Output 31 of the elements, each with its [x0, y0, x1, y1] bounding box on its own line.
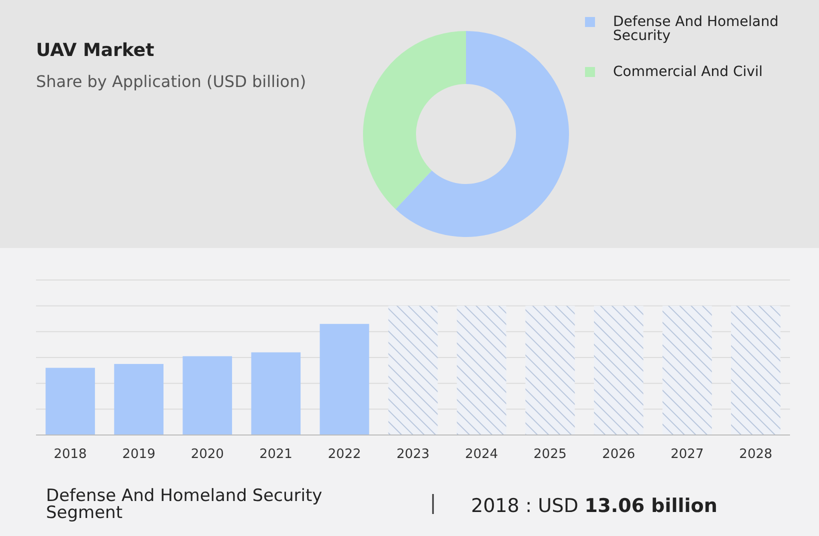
bar	[525, 306, 575, 435]
legend-label: Defense And Homeland Security	[613, 14, 779, 44]
text: 2018 : USD	[471, 495, 578, 517]
x-tick-label: 2027	[670, 447, 704, 462]
bar	[251, 352, 301, 435]
x-tick-label: 2021	[259, 447, 292, 462]
donut-slice	[395, 31, 569, 237]
text: Defense And Homeland Security Segment	[46, 486, 322, 523]
donut-slice	[363, 31, 466, 210]
x-tick-label: 2026	[602, 447, 636, 462]
x-tick-label: 2028	[739, 447, 772, 462]
x-tick-label: 2025	[534, 447, 567, 462]
bar	[456, 306, 506, 435]
text: 13.06 billion	[584, 495, 718, 517]
x-tick-label: 2018	[54, 447, 87, 462]
bar	[388, 306, 438, 435]
bar	[320, 324, 370, 435]
bar	[662, 306, 712, 435]
x-tick-label: 2020	[190, 447, 224, 462]
x-tick-label: 2024	[465, 447, 498, 462]
bar	[594, 306, 644, 435]
bar	[731, 306, 780, 435]
bar	[182, 356, 232, 435]
x-tick-label: 2023	[396, 447, 430, 462]
text: UAV Market	[36, 40, 155, 61]
bar	[114, 364, 164, 435]
x-tick-label: 2019	[122, 447, 156, 462]
x-tick-label: 2022	[328, 447, 361, 462]
text: Share by Application (USD billion)	[36, 72, 306, 91]
legend-label: Commercial And Civil	[613, 64, 763, 80]
bar	[46, 368, 95, 435]
